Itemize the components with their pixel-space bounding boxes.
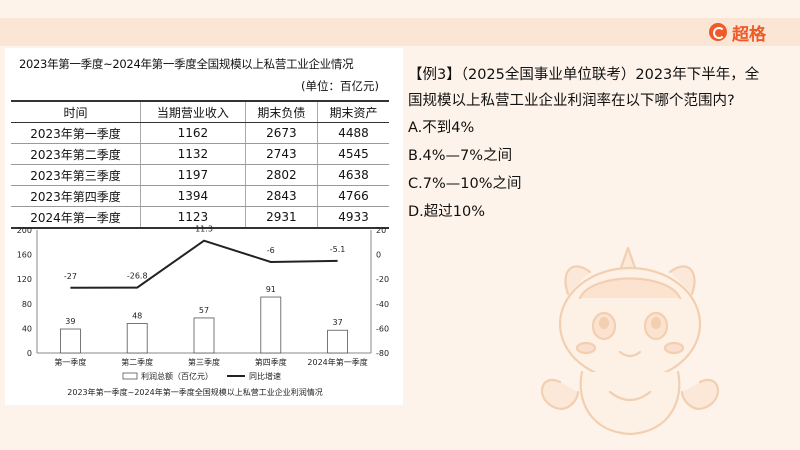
left-tick-label: 40 [22,324,32,333]
table-row: 2024年第一季度 1123 2931 4933 [11,206,389,229]
left-tick-label: 120 [17,275,32,284]
table-cell: 1394 [139,185,246,207]
question: 【例3】（2025全国事业单位联考）2023年下半年，全 国规模以上私营工业企业… [408,62,788,226]
left-tick-label: 160 [17,251,32,260]
table-cell: 2931 [244,206,318,229]
unicorn-mascot-icon [540,246,720,436]
brand-logo-icon [709,23,727,41]
table-cell: 1197 [139,164,246,186]
profit-bar [260,296,282,354]
table-cell: 1132 [139,143,246,165]
header-cell: 时间 [11,100,141,123]
x-tick-label: 第二季度 [121,357,153,367]
right-tick-label: 20 [376,226,386,235]
right-tick-label: -20 [376,275,389,284]
table-row: 2023年第一季度 1162 2673 4488 [11,122,389,144]
data-panel: 2023年第一季度~2024年第一季度全国规模以上私营工业企业情况 (单位：百亿… [5,48,403,405]
profit-chart: 0 40 80 120 160 200 -80 -60 -40 -20 0 20 39 48 57 91 37 -… [17,225,389,397]
brand-name: 超格 [732,24,766,45]
line-value-label: -6 [267,246,275,255]
data-table: 时间 当期营业收入 期末负债 期末资产 2023年第一季度 1162 2673 … [11,100,389,229]
legend-line-label: 同比增速 [249,371,281,381]
x-tick-label: 2024年第一季度 [307,357,367,367]
header-cell: 期末资产 [316,100,389,123]
header-cell: 期末负债 [244,100,318,123]
header-band [0,18,800,46]
table-row: 2023年第二季度 1132 2743 4545 [11,143,389,165]
question-text-line: 【例3】（2025全国事业单位联考）2023年下半年，全 [408,67,760,83]
legend-bar-swatch [122,372,138,380]
x-tick-label: 第三季度 [188,357,220,367]
table-cell: 2673 [244,122,318,144]
profit-bar [193,317,215,354]
bar-value-label: 91 [266,285,276,294]
right-tick-label: -80 [376,349,389,358]
table-cell: 4545 [316,143,389,165]
table-cell: 4766 [316,185,389,207]
table-cell: 2743 [244,143,318,165]
bar-value-label: 37 [333,318,343,327]
table-cell: 4488 [316,122,389,144]
right-tick-label: 0 [376,251,381,260]
legend-bar-label: 利润总额（百亿元） [141,371,213,381]
table-unit: (单位：百亿元) [301,79,379,93]
x-tick-label: 第四季度 [255,357,287,367]
bar-value-label: 57 [199,306,209,315]
table-cell: 2843 [244,185,318,207]
table-cell: 2023年第一季度 [11,122,141,144]
table-cell: 4638 [316,164,389,186]
left-tick-label: 200 [17,226,32,235]
growth-rate-line [70,239,338,289]
bar-value-label: 48 [132,311,142,320]
table-cell: 4933 [316,206,389,229]
table-cell: 1162 [139,122,246,144]
left-tick-label: 0 [27,349,32,358]
profit-bar [126,323,148,354]
table-row: 2023年第四季度 1394 2843 4766 [11,185,389,207]
table-cell: 2802 [244,164,318,186]
header-cell: 当期营业收入 [139,100,246,123]
right-tick-label: -40 [376,300,389,309]
line-value-label: 11.3 [195,225,213,234]
table-cell: 2023年第三季度 [11,164,141,186]
line-value-label: -27 [64,272,77,281]
table-cell: 1123 [139,206,246,229]
chart-title: 2023年第一季度~2024年第一季度全国规模以上私营工业企业利润情况 [67,387,322,397]
brand: 超格 [709,21,766,45]
table-header-row: 时间 当期营业收入 期末负债 期末资产 [11,100,389,123]
right-tick-label: -60 [376,324,389,333]
table-cell: 2023年第二季度 [11,143,141,165]
x-tick-label: 第一季度 [54,357,86,367]
option-a: A.不到4% [408,120,475,136]
left-tick-label: 80 [22,300,32,309]
bar-value-label: 39 [65,317,75,326]
option-b: B.4%—7%之间 [408,148,513,164]
table-title: 2023年第一季度~2024年第一季度全国规模以上私营工业企业情况 [19,57,354,71]
table-cell: 2024年第一季度 [11,206,141,229]
line-value-label: -26.8 [127,272,148,281]
line-value-label: -5.1 [330,245,346,254]
option-c: C.7%—10%之间 [408,176,522,192]
table-cell: 2023年第四季度 [11,185,141,207]
profit-bar [60,328,81,354]
option-d: D.超过10% [408,204,486,220]
profit-bar [327,329,349,354]
table-row: 2023年第三季度 1197 2802 4638 [11,164,389,186]
question-text-line: 国规模以上私营工业企业利润率在以下哪个范围内? [408,93,735,109]
